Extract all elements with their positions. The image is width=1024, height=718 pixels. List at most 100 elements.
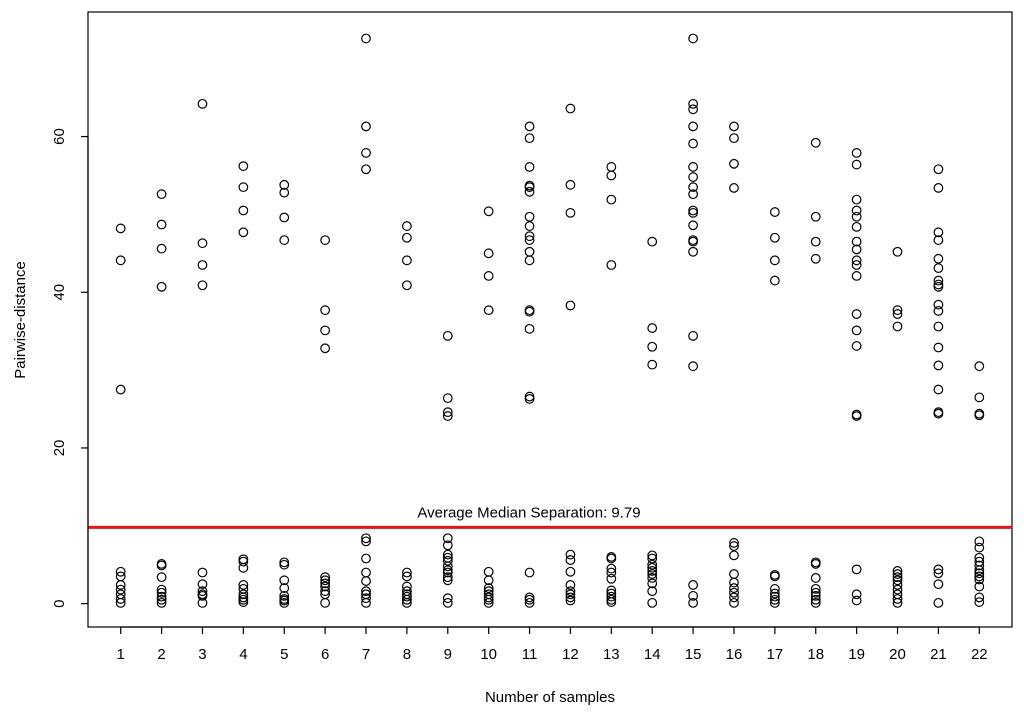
x-tick-label: 9 (444, 646, 452, 663)
data-point (974, 536, 985, 547)
data-point (729, 158, 739, 169)
data-point (729, 587, 739, 598)
data-point (606, 553, 617, 564)
data-point (851, 589, 862, 600)
data-point (892, 321, 903, 332)
data-point (769, 588, 780, 599)
data-point (769, 255, 780, 266)
data-point (769, 232, 780, 243)
data-point (442, 555, 453, 566)
data-point (769, 583, 780, 594)
data-point (483, 248, 494, 259)
data-point (647, 359, 658, 370)
data-point (524, 231, 535, 242)
data-point (320, 586, 331, 597)
data-point (279, 590, 290, 601)
data-point (933, 321, 944, 332)
data-point (933, 235, 944, 245)
data-point (524, 323, 535, 334)
data-point (483, 566, 494, 577)
data-point (647, 559, 658, 570)
data-point (115, 580, 126, 590)
data-point (933, 579, 944, 590)
data-point (851, 236, 862, 247)
data-point (647, 569, 658, 579)
data-point (851, 244, 862, 255)
data-point (442, 561, 453, 572)
data-point (851, 205, 862, 216)
data-point (483, 271, 494, 281)
data-point (156, 189, 167, 200)
x-tick-label: 2 (157, 646, 165, 663)
data-point (810, 559, 821, 569)
data-point (238, 182, 249, 193)
data-point (606, 194, 617, 205)
data-point (769, 597, 780, 608)
x-tick-label: 17 (767, 646, 784, 663)
data-point (442, 572, 453, 583)
data-point (238, 556, 249, 567)
data-point (442, 393, 453, 404)
data-point (647, 553, 658, 564)
data-point (320, 575, 331, 586)
x-tick-label: 7 (362, 646, 370, 663)
data-point (688, 361, 698, 372)
data-point (974, 574, 985, 585)
data-point (361, 586, 371, 597)
data-point (769, 594, 780, 605)
data-point (688, 121, 698, 132)
data-point (647, 562, 658, 573)
data-point (729, 597, 739, 608)
data-point (402, 591, 412, 602)
data-point (361, 121, 371, 132)
data-point (483, 575, 494, 586)
data-point (361, 164, 371, 175)
data-point (647, 586, 658, 597)
data-point (810, 137, 821, 148)
data-point (402, 221, 412, 231)
x-axis-label: Number of samples (485, 689, 615, 706)
data-point (442, 330, 453, 341)
data-point (974, 552, 985, 563)
data-point (892, 594, 903, 604)
data-point (483, 597, 494, 608)
data-point (729, 541, 739, 551)
x-tick-label: 22 (971, 646, 988, 663)
x-tick-label: 3 (198, 646, 206, 663)
data-point (115, 223, 126, 234)
data-point (851, 325, 862, 336)
data-point (810, 597, 821, 608)
x-tick-label: 11 (522, 646, 538, 663)
data-point (565, 207, 576, 218)
data-point (688, 330, 698, 341)
data-point (442, 567, 453, 578)
data-point (402, 232, 412, 243)
data-point (197, 590, 208, 601)
data-point (156, 560, 167, 571)
data-point (238, 597, 249, 607)
data-point (892, 584, 903, 595)
average-median-label: Average Median Separation: 9.79 (417, 504, 640, 521)
data-point (483, 206, 494, 217)
data-point (933, 360, 944, 371)
data-point (892, 305, 903, 316)
data-point (688, 207, 698, 218)
data-point (729, 569, 739, 579)
data-point (688, 220, 698, 231)
data-point (606, 170, 617, 181)
data-point (933, 253, 944, 264)
data-point (933, 275, 944, 286)
data-point (524, 121, 535, 132)
data-point (974, 565, 985, 576)
data-point (729, 592, 739, 603)
data-point (442, 575, 453, 586)
data-point (402, 571, 412, 582)
y-tick-label: 20 (51, 440, 68, 457)
data-point (238, 589, 249, 600)
data-point (647, 341, 658, 352)
data-point (483, 583, 494, 593)
data-point (156, 584, 167, 595)
data-point (851, 595, 862, 606)
data-point (565, 566, 576, 577)
data-point (729, 583, 739, 593)
